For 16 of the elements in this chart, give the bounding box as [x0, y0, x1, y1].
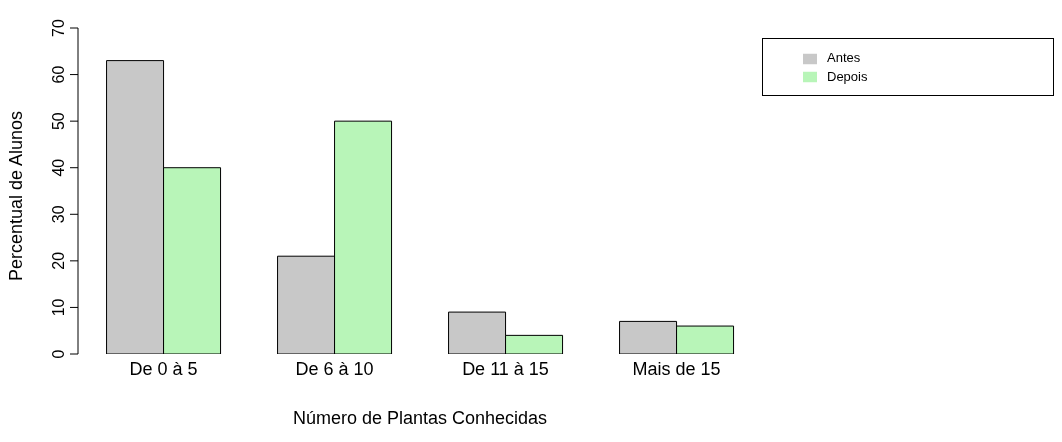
y-tick-label: 10	[50, 298, 67, 317]
x-tick-label: De 6 à 10	[295, 358, 374, 379]
y-tick-label: 40	[50, 158, 67, 177]
x-axis-title: Número de Plantas Conhecidas	[292, 408, 548, 428]
legend-label: Depois	[827, 68, 868, 84]
legend-label: Antes	[827, 50, 861, 65]
y-tick-label: 70	[50, 19, 67, 37]
y-axis-title: Percentual de Alunos	[6, 110, 27, 281]
y-tick-label: 50	[50, 112, 67, 131]
y-tick-label: 30	[50, 205, 67, 224]
x-tick-label: Mais de 15	[632, 358, 721, 379]
y-tick-label: 0	[50, 349, 67, 359]
x-tick-label: De 11 à 15	[462, 358, 549, 379]
y-tick-label: 20	[50, 251, 67, 270]
x-tick-label: De 0 à 5	[129, 358, 198, 379]
y-tick-label: 60	[50, 65, 67, 84]
